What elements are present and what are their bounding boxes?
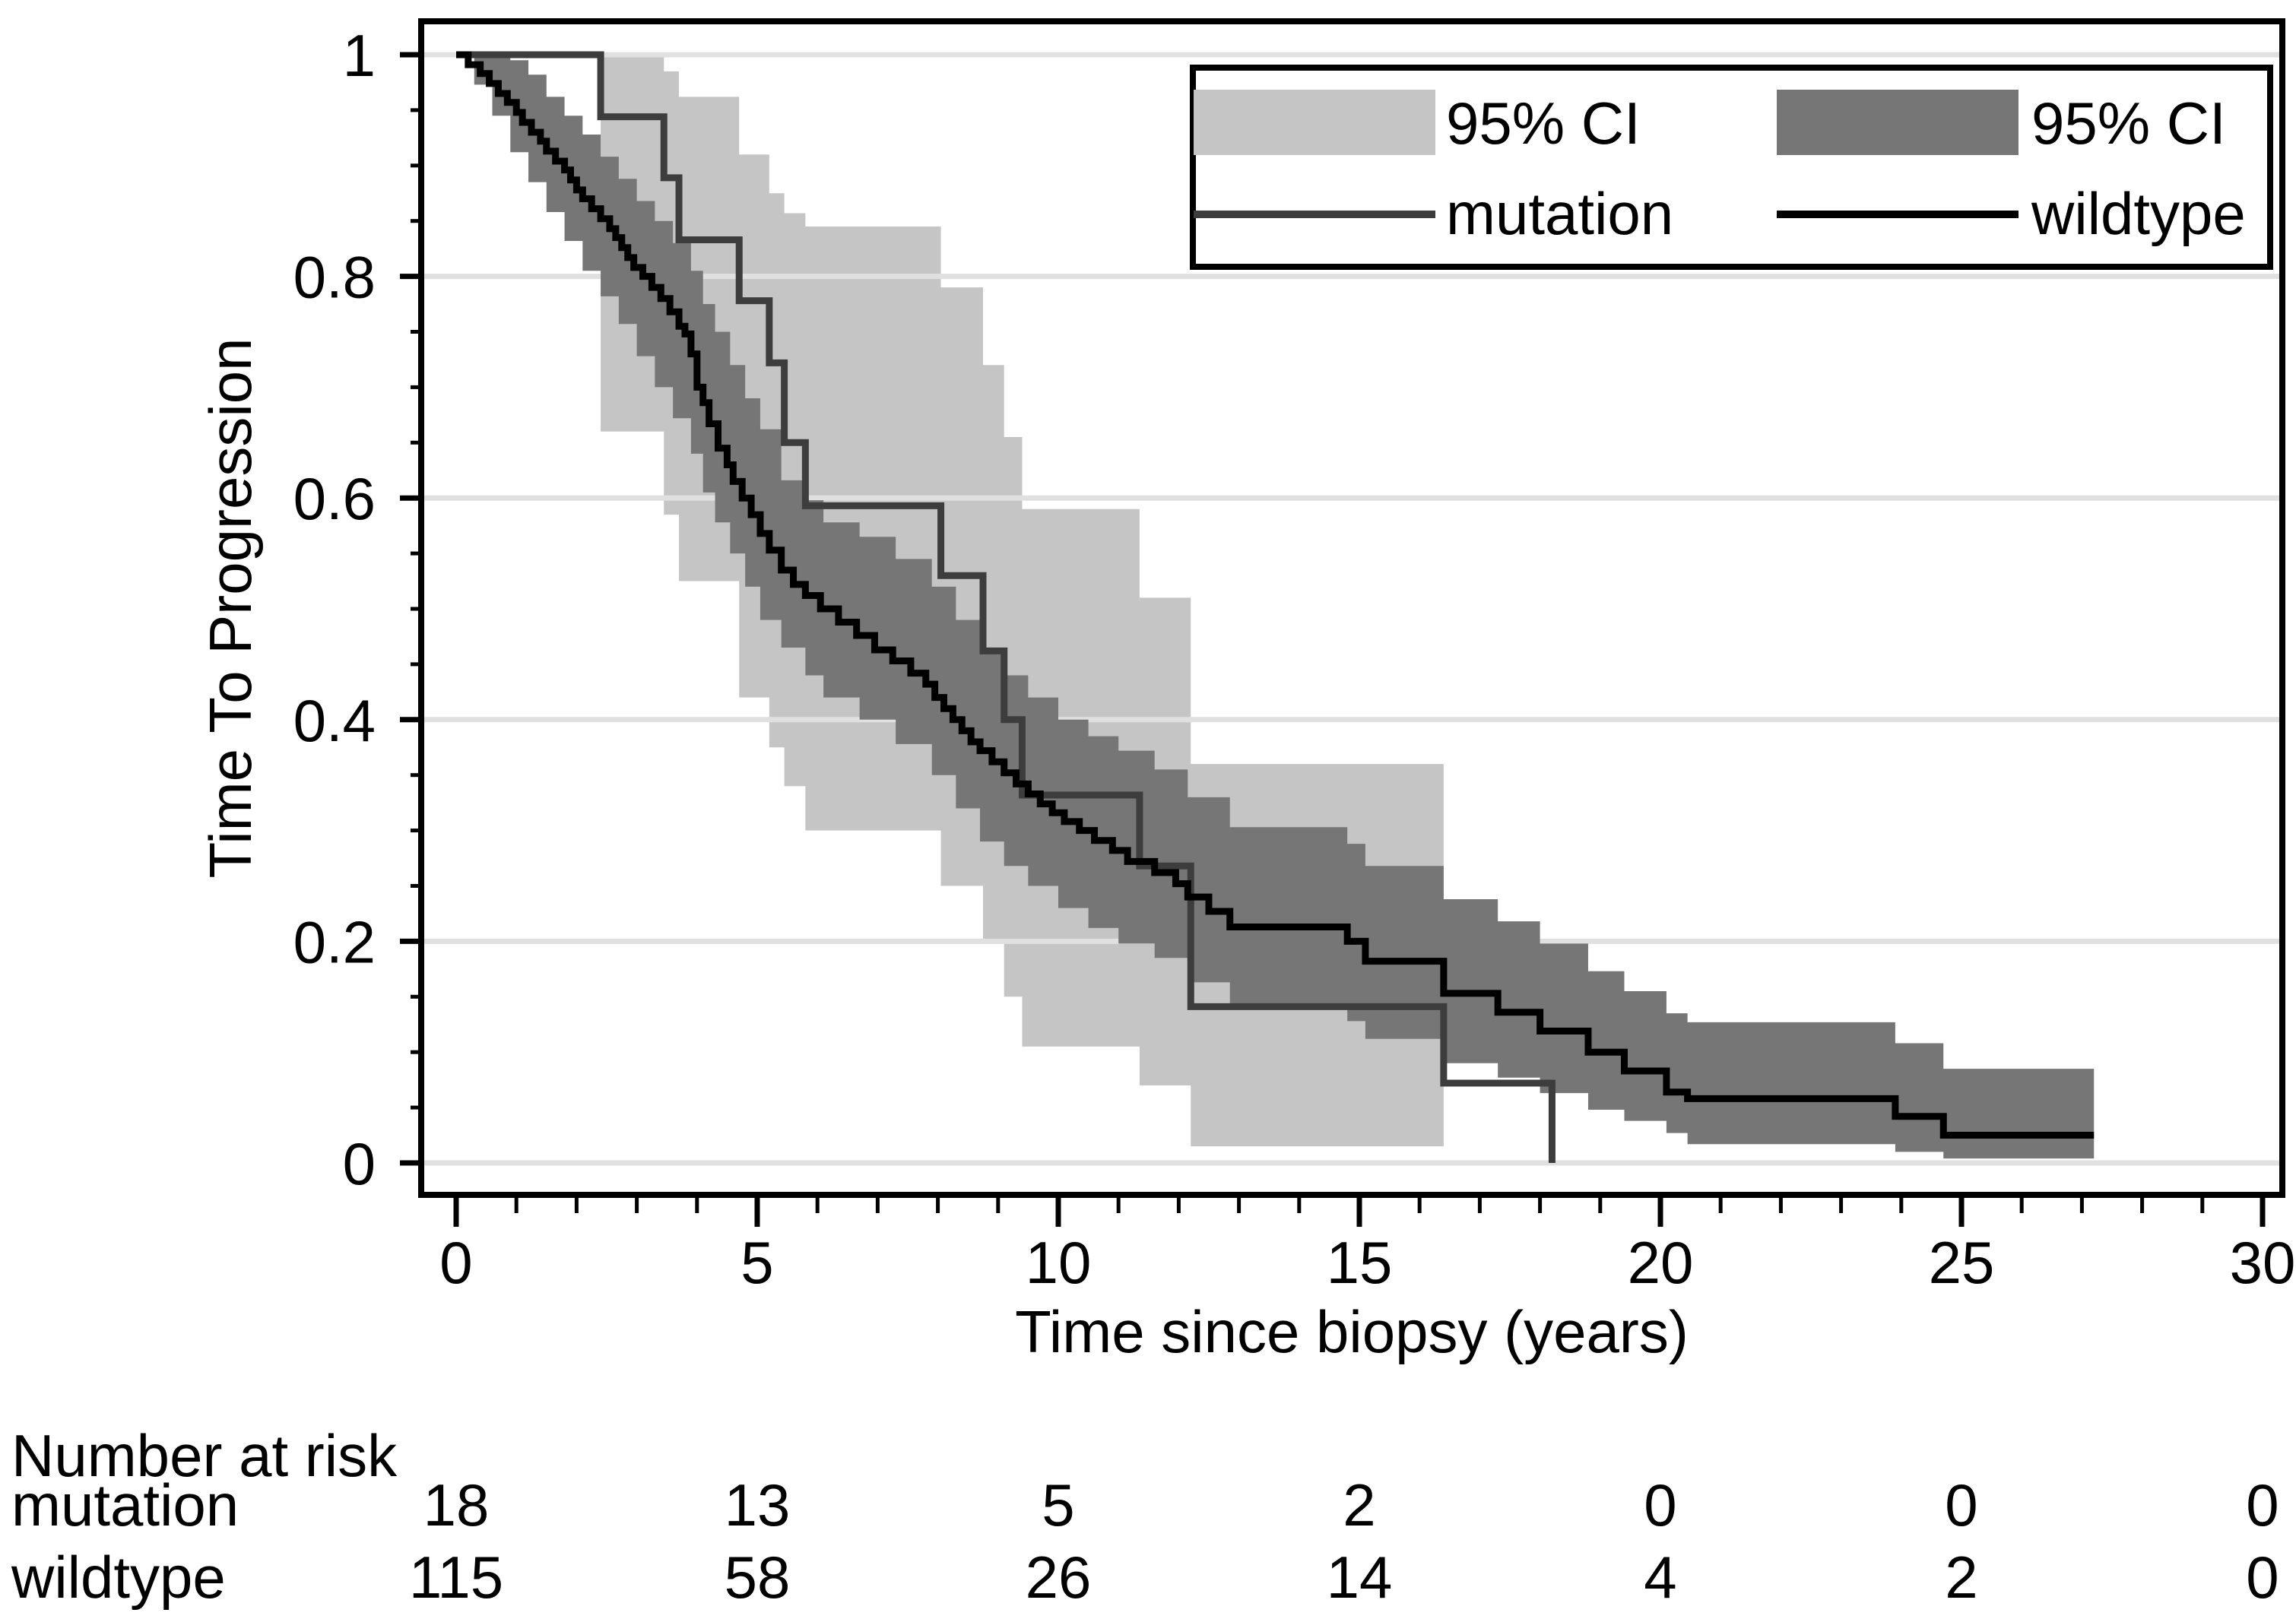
x-tick-label: 5 xyxy=(740,1229,773,1296)
survival-curves-layer xyxy=(456,51,2095,1163)
x-tick-label: 20 xyxy=(1628,1229,1694,1296)
risk-count: 2 xyxy=(1343,1472,1375,1538)
risk-count: 18 xyxy=(423,1472,490,1538)
risk-count: 26 xyxy=(1026,1544,1092,1611)
y-tick-label: 0.6 xyxy=(293,465,376,532)
mutation-curve xyxy=(456,51,1556,1163)
axis-tick-labels-layer: 1 0.8 0.6 0.4 0.2 00 5 10 15 20 25 30 xyxy=(293,22,2296,1296)
y-tick-label: 0.4 xyxy=(293,687,376,754)
risk-count: 0 xyxy=(2246,1472,2279,1538)
risk-count: 115 xyxy=(409,1544,503,1611)
x-axis-title: Time since biopsy (years) xyxy=(1015,1298,1689,1365)
risk-table: Number at risk mutation wildtype 18 13 5 2 0… xyxy=(11,1422,2279,1611)
risk-count: 13 xyxy=(725,1472,791,1538)
axis-ticks-layer xyxy=(400,52,2266,1227)
x-tick-label: 10 xyxy=(1026,1229,1092,1296)
risk-row-label-mutation: mutation xyxy=(11,1472,239,1538)
wildtype-curve xyxy=(456,51,2095,1139)
y-axis-title: Time To Progression xyxy=(197,338,264,879)
risk-count: 0 xyxy=(1644,1472,1676,1538)
legend-line-mutation xyxy=(1194,211,1435,218)
risk-table-heading: Number at risk xyxy=(11,1422,398,1489)
wildtype-ci-band-layer xyxy=(474,55,2095,1159)
risk-count: 4 xyxy=(1644,1544,1676,1611)
risk-count: 2 xyxy=(1945,1544,1977,1611)
y-tick-label: 1 xyxy=(343,22,376,89)
risk-count: 14 xyxy=(1327,1544,1393,1611)
x-tick-label: 30 xyxy=(2230,1229,2296,1296)
risk-count: 0 xyxy=(1945,1472,1977,1538)
x-tick-label: 15 xyxy=(1327,1229,1393,1296)
legend-swatch-mutation-ci xyxy=(1194,90,1435,155)
wildtype-ci-band xyxy=(474,55,2095,1159)
legend-label-wildtype-ci: 95% CI xyxy=(2031,90,2226,157)
risk-count: 5 xyxy=(1042,1472,1074,1538)
x-tick-label: 0 xyxy=(439,1229,472,1296)
risk-count: 0 xyxy=(2246,1544,2279,1611)
legend-label-mutation-ci: 95% CI xyxy=(1446,90,1641,157)
legend-line-wildtype xyxy=(1777,211,2019,218)
y-tick-label: 0.8 xyxy=(293,244,376,311)
risk-count: 58 xyxy=(725,1544,791,1611)
risk-row-label-wildtype: wildtype xyxy=(11,1544,226,1611)
y-tick-label: 0.2 xyxy=(293,908,376,975)
legend: 95% CI 95% CI mutation wildtype xyxy=(1190,65,2273,270)
legend-label-mutation: mutation xyxy=(1446,180,1673,247)
legend-label-wildtype: wildtype xyxy=(2031,180,2246,247)
legend-swatch-wildtype-ci xyxy=(1777,90,2019,155)
y-tick-label: 0 xyxy=(343,1130,376,1197)
x-tick-label: 25 xyxy=(1929,1229,1995,1296)
